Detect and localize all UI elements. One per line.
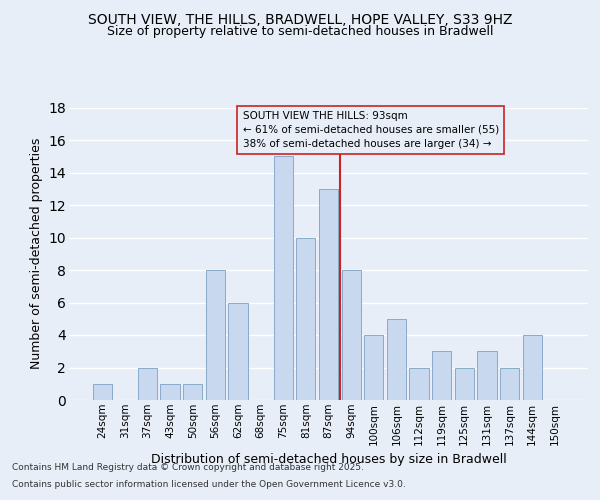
Text: SOUTH VIEW THE HILLS: 93sqm
← 61% of semi-detached houses are smaller (55)
38% o: SOUTH VIEW THE HILLS: 93sqm ← 61% of sem…: [242, 111, 499, 149]
Bar: [500, 368, 519, 400]
Bar: [274, 156, 293, 400]
Bar: [160, 384, 180, 400]
Bar: [364, 335, 383, 400]
Bar: [138, 368, 157, 400]
Bar: [455, 368, 474, 400]
Bar: [477, 351, 497, 400]
Bar: [432, 351, 451, 400]
Text: Contains HM Land Registry data © Crown copyright and database right 2025.: Contains HM Land Registry data © Crown c…: [12, 464, 364, 472]
Bar: [409, 368, 428, 400]
Bar: [92, 384, 112, 400]
Text: Size of property relative to semi-detached houses in Bradwell: Size of property relative to semi-detach…: [107, 25, 493, 38]
Bar: [341, 270, 361, 400]
X-axis label: Distribution of semi-detached houses by size in Bradwell: Distribution of semi-detached houses by …: [151, 453, 506, 466]
Bar: [387, 319, 406, 400]
Bar: [296, 238, 316, 400]
Bar: [229, 302, 248, 400]
Bar: [206, 270, 225, 400]
Text: Contains public sector information licensed under the Open Government Licence v3: Contains public sector information licen…: [12, 480, 406, 489]
Y-axis label: Number of semi-detached properties: Number of semi-detached properties: [30, 138, 43, 370]
Bar: [523, 335, 542, 400]
Text: SOUTH VIEW, THE HILLS, BRADWELL, HOPE VALLEY, S33 9HZ: SOUTH VIEW, THE HILLS, BRADWELL, HOPE VA…: [88, 12, 512, 26]
Bar: [319, 189, 338, 400]
Bar: [183, 384, 202, 400]
